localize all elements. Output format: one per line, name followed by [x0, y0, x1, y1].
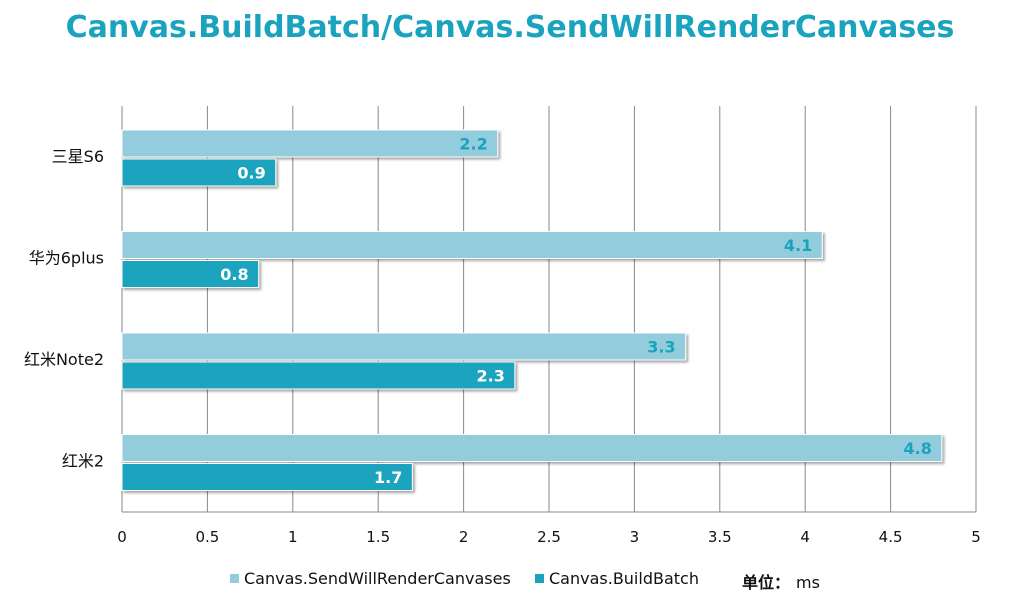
bar — [121, 332, 687, 361]
bar — [121, 434, 943, 462]
data-label: 2.3 — [476, 367, 504, 386]
y-category-label: 红米2 — [62, 452, 104, 471]
data-label: 0.9 — [237, 164, 265, 183]
x-tick-label: 1 — [288, 528, 298, 546]
unit-note: 单位： ms — [742, 569, 820, 593]
data-label: 4.1 — [784, 236, 812, 255]
legend-label: Canvas.SendWillRenderCanvases — [244, 569, 511, 588]
x-tick-label: 3.5 — [708, 528, 732, 546]
bar — [121, 361, 516, 390]
data-labels: 2.2 0.9 4.1 0.8 3.3 2.3 4.8 1.7 — [220, 135, 932, 488]
bar — [121, 129, 499, 158]
data-label: 1.7 — [374, 468, 402, 487]
bar — [121, 231, 823, 259]
unit-label: 单位： — [742, 573, 791, 592]
data-label: 2.2 — [459, 135, 487, 154]
y-category-label: 华为6plus — [29, 249, 104, 268]
axis-labels: 0 0.5 1 1.5 2 2.5 3 3.5 4 4.5 5 三星S6 华为6plus 红米Note2 红… — [24, 147, 981, 546]
bar — [121, 158, 277, 187]
unit-value: ms — [796, 573, 820, 592]
bars — [121, 129, 943, 491]
y-category-label: 三星S6 — [52, 147, 104, 166]
y-category-label: 红米Note2 — [24, 350, 104, 369]
legend-item-build-batch: Canvas.BuildBatch — [535, 569, 699, 588]
x-tick-label: 4.5 — [879, 528, 903, 546]
x-tick-label: 0 — [117, 528, 127, 546]
legend-swatch — [230, 574, 239, 583]
data-label: 3.3 — [647, 338, 675, 357]
legend-label: Canvas.BuildBatch — [549, 569, 699, 588]
bar — [121, 463, 413, 491]
x-tick-label: 2.5 — [537, 528, 561, 546]
legend-swatch — [535, 574, 544, 583]
legend-item-send-will-render: Canvas.SendWillRenderCanvases — [230, 569, 511, 588]
x-tick-label: 2 — [459, 528, 469, 546]
data-label: 4.8 — [903, 439, 931, 458]
x-tick-label: 4 — [800, 528, 810, 546]
x-tick-label: 0.5 — [195, 528, 219, 546]
x-tick-label: 1.5 — [366, 528, 390, 546]
bar — [121, 260, 260, 288]
chart-title: Canvas.BuildBatch/Canvas.SendWillRenderC… — [65, 10, 955, 45]
x-tick-label: 5 — [971, 528, 981, 546]
data-label: 0.8 — [220, 265, 248, 284]
x-tick-label: 3 — [630, 528, 640, 546]
